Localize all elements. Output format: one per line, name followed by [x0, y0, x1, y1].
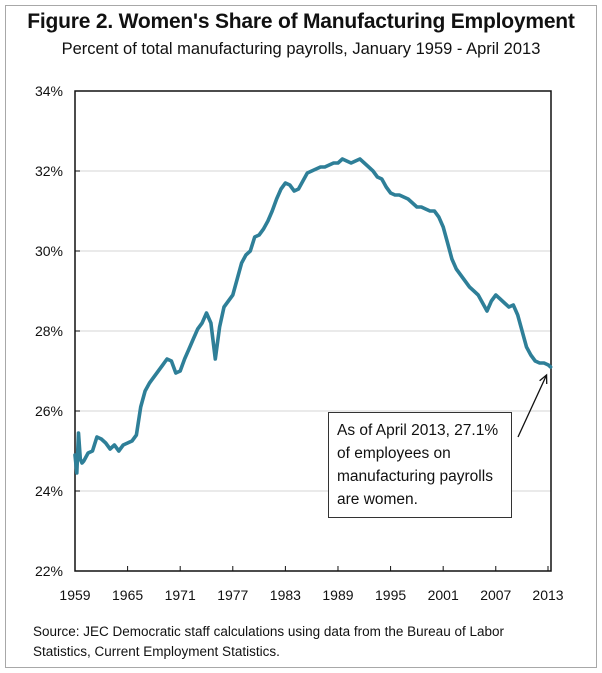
x-tick-label: 1983	[270, 587, 301, 603]
arrow-head	[539, 373, 548, 385]
source-note: Source: JEC Democratic staff calculation…	[33, 622, 593, 662]
y-tick-label: 32%	[35, 163, 63, 179]
annotation-line: As of April 2013, 27.1%	[337, 422, 499, 439]
y-tick-label: 30%	[35, 243, 63, 259]
x-tick-label: 1959	[59, 587, 90, 603]
chart-title: Figure 2. Women's Share of Manufacturing…	[27, 10, 575, 33]
x-tick-label: 1995	[375, 587, 406, 603]
annotation-line: of employees on	[337, 445, 451, 462]
x-tick-label: 1977	[217, 587, 248, 603]
annotation-line: are women.	[337, 491, 418, 508]
y-tick-label: 22%	[35, 563, 63, 579]
x-tick-label: 1971	[165, 587, 196, 603]
source-line: Statistics, Current Employment Statistic…	[33, 644, 280, 659]
x-tick-label: 2001	[428, 587, 459, 603]
x-tick-label: 1965	[112, 587, 143, 603]
y-tick-label: 26%	[35, 403, 63, 419]
figure-frame	[5, 5, 597, 668]
y-axis-ticks: 22% 24% 26% 28% 30% 32% 34%	[35, 83, 80, 579]
arrow-shaft	[517, 374, 548, 438]
x-tick-label: 2013	[532, 587, 563, 603]
y-tick-label: 28%	[35, 323, 63, 339]
plot-area-border	[74, 90, 552, 572]
source-line: Source: JEC Democratic staff calculation…	[33, 624, 504, 639]
x-tick-label: 1989	[322, 587, 353, 603]
annotation-line: manufacturing payrolls	[337, 468, 493, 485]
annotation-box: As of April 2013, 27.1% of employees on …	[328, 412, 512, 518]
annotation-arrow	[517, 373, 548, 438]
y-tick-label: 34%	[35, 83, 63, 99]
series-line-womens-share	[73, 157, 553, 475]
chart-subtitle: Percent of total manufacturing payrolls,…	[61, 40, 541, 58]
x-tick-label: 2007	[480, 587, 511, 603]
y-tick-label: 24%	[35, 483, 63, 499]
x-axis-ticks: 1959 1965 1971 1977 1983 1989 1995 2001 2007 2013	[59, 566, 564, 603]
